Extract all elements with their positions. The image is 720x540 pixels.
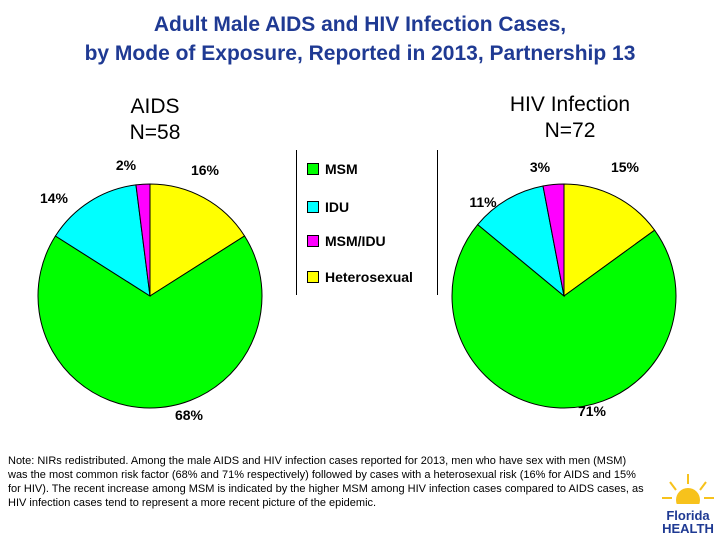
hiv-heading-count: N=72 <box>544 119 596 142</box>
logo-text-florida: Florida <box>666 508 710 523</box>
legend-label-heterosexual: Heterosexual <box>325 269 413 285</box>
footnote: Note: NIRs redistributed. Among the male… <box>8 455 644 509</box>
legend-item-msm: MSM <box>307 160 358 178</box>
hiv-pie-slice-idu <box>476 185 565 298</box>
chart-title-line1: Adult Male AIDS and HIV Infection Cases, <box>153 13 567 36</box>
legend-swatch-idu <box>307 201 319 213</box>
aids-chart-heading: AIDS N=58 <box>95 94 215 146</box>
aids-pie-slice-msm-idu <box>135 183 151 297</box>
chart-legend: MSM IDU MSM/IDU Heterosexual <box>296 150 438 295</box>
legend-item-heterosexual: Heterosexual <box>307 268 413 286</box>
legend-label-msm-idu: MSM/IDU <box>325 233 386 249</box>
legend-swatch-msm-idu <box>307 235 319 247</box>
hiv-pie-label-msm: 71% <box>578 403 607 419</box>
legend-item-msm-idu: MSM/IDU <box>307 232 386 250</box>
chart-title: Adult Male AIDS and HIV Infection Cases,… <box>0 10 720 68</box>
hiv-pie-label-heterosexual: 15% <box>611 159 640 175</box>
sun-icon <box>662 474 714 514</box>
florida-health-logo: Florida HEALTH <box>662 474 714 536</box>
aids-pie-label-idu: 14% <box>40 190 69 206</box>
aids-pie-label-msm-idu: 2% <box>116 157 137 173</box>
hiv-chart-heading: HIV Infection N=72 <box>480 92 660 144</box>
chart-title-line2: by Mode of Exposure, Reported in 2013, P… <box>84 42 636 65</box>
legend-swatch-msm <box>307 163 319 175</box>
aids-heading-label: AIDS <box>130 95 180 118</box>
aids-pie-slice-msm <box>37 235 263 409</box>
legend-label-idu: IDU <box>325 199 350 215</box>
logo-text-health: HEALTH <box>662 521 714 536</box>
aids-pie-slice-heterosexual <box>149 183 246 297</box>
hiv-pie-slice-msm-idu <box>542 183 565 297</box>
legend-item-idu: IDU <box>307 198 349 216</box>
aids-pie-label-heterosexual: 16% <box>191 162 220 178</box>
hiv-pie-slice-msm <box>451 223 677 409</box>
hiv-heading-label: HIV Infection <box>509 93 631 116</box>
hiv-pie-label-idu: 11% <box>469 194 497 210</box>
aids-pie-slice-idu <box>54 184 151 297</box>
aids-heading-count: N=58 <box>129 121 181 144</box>
legend-swatch-heterosexual <box>307 271 319 283</box>
aids-pie-label-msm: 68% <box>175 407 204 423</box>
hiv-pie-slice-heterosexual <box>563 183 656 297</box>
legend-label-msm: MSM <box>325 161 358 177</box>
hiv-pie-label-msm-idu: 3% <box>530 159 551 175</box>
